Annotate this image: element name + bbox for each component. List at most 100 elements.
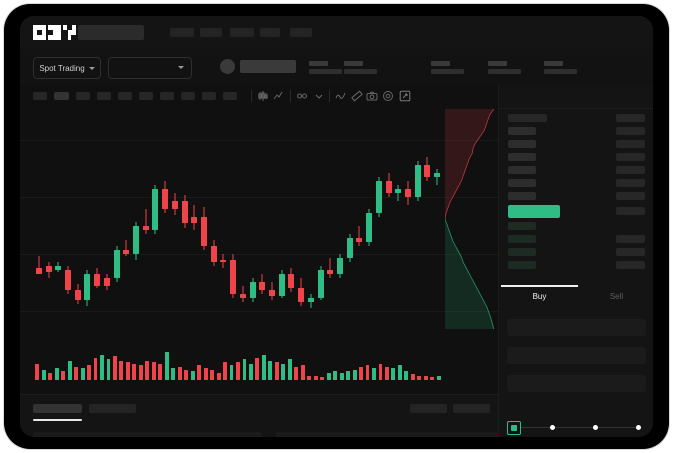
orderbook-ask-size-0[interactable] — [616, 127, 645, 135]
nav-item-4[interactable] — [260, 28, 280, 37]
volume-bar — [333, 371, 338, 380]
stat-value — [544, 69, 577, 74]
volume-bar — [287, 359, 292, 380]
candle — [249, 277, 256, 302]
nav-item-1[interactable] — [170, 28, 194, 37]
total-field[interactable] — [507, 375, 646, 392]
tab-sell[interactable]: Sell — [609, 292, 624, 301]
timeframe-5[interactable] — [139, 92, 153, 100]
trendline-icon[interactable] — [335, 90, 347, 102]
indicators-icon[interactable] — [296, 90, 308, 102]
candle — [230, 253, 237, 298]
search-input[interactable] — [78, 25, 144, 40]
timeframe-4[interactable] — [118, 92, 132, 100]
timeframe-6[interactable] — [160, 92, 174, 100]
price-field[interactable] — [507, 319, 646, 336]
candle — [414, 161, 421, 202]
orderbook-ask-price-3[interactable] — [508, 166, 536, 174]
orderbook-ask-price-5[interactable] — [508, 192, 536, 200]
orderbook-ask-price-4[interactable] — [508, 179, 536, 187]
candle — [152, 185, 159, 234]
orderbook-bid-price-2[interactable] — [508, 248, 536, 256]
nav-item-3[interactable] — [230, 28, 254, 37]
timeframe-9[interactable] — [223, 92, 237, 100]
candle — [336, 253, 343, 278]
bottom-field-2[interactable] — [276, 432, 498, 437]
slider-step-3[interactable] — [636, 424, 641, 430]
orderbook-col-size-header[interactable] — [616, 114, 645, 122]
amount-slider[interactable] — [507, 421, 646, 435]
stat-value — [431, 69, 464, 74]
volume-bar — [35, 363, 40, 380]
timeframe-3[interactable] — [97, 92, 111, 100]
bottom-action-2[interactable] — [453, 404, 490, 413]
fullscreen-icon[interactable] — [399, 90, 411, 102]
ruler-icon[interactable] — [351, 90, 363, 102]
candlestick-chart-icon[interactable] — [257, 90, 269, 102]
orderbook-bid-size-2[interactable] — [616, 248, 645, 256]
orderbook-bid-price-3[interactable] — [508, 261, 536, 269]
candle — [162, 181, 169, 214]
stat-value — [488, 69, 521, 74]
volume-bar — [119, 360, 124, 380]
candle — [113, 245, 120, 282]
tab-buy[interactable]: Buy — [532, 292, 547, 301]
slider-step-2[interactable] — [593, 424, 598, 430]
timeframe-7[interactable] — [181, 92, 195, 100]
amount-field[interactable] — [507, 347, 646, 364]
gridline-2 — [20, 254, 498, 255]
volume-bar — [236, 362, 240, 380]
pair-name-label — [240, 60, 296, 73]
volume-bar — [210, 369, 215, 380]
bottom-tab-0[interactable] — [33, 404, 82, 413]
orderbook-last-size[interactable] — [616, 207, 645, 215]
order-form-tabs: Buy Sell — [499, 285, 653, 311]
asks-line — [445, 108, 495, 220]
orderbook-ask-price-1[interactable] — [508, 140, 536, 148]
timeframe-8[interactable] — [202, 92, 216, 100]
candle — [142, 209, 149, 234]
orderbook-ask-price-2[interactable] — [508, 153, 536, 161]
volume-bar — [346, 371, 351, 380]
orderbook-ask-size-3[interactable] — [616, 166, 645, 174]
nav-item-2[interactable] — [200, 28, 222, 37]
stat-label — [431, 61, 450, 66]
bottom-action-1[interactable] — [410, 404, 447, 413]
orderbook-ask-size-4[interactable] — [616, 179, 645, 187]
line-chart-icon[interactable] — [273, 90, 285, 102]
nav-item-5[interactable] — [290, 28, 312, 37]
slider-handle[interactable] — [507, 421, 521, 435]
volume-bar — [268, 360, 273, 380]
timeframe-1[interactable] — [54, 92, 69, 100]
candle — [404, 181, 411, 206]
okx-logo[interactable] — [33, 25, 76, 40]
chevron-down-icon[interactable] — [313, 90, 325, 102]
trading-mode-selector[interactable]: Spot Trading — [33, 57, 101, 79]
pair-selector[interactable] — [108, 57, 192, 79]
candle — [200, 207, 207, 250]
orderbook-bid-size-3[interactable] — [616, 261, 645, 269]
settings-icon[interactable] — [382, 90, 394, 102]
timeframe-2[interactable] — [76, 92, 90, 100]
orderbook-col-price-header[interactable] — [508, 114, 547, 122]
orderbook-ask-size-2[interactable] — [616, 153, 645, 161]
candle — [434, 169, 441, 186]
volume-bar — [365, 365, 370, 380]
camera-icon[interactable] — [366, 90, 378, 102]
price-candlestick-chart[interactable] — [20, 107, 498, 336]
candle — [366, 209, 373, 246]
orderbook-bid-size-1[interactable] — [616, 235, 645, 243]
orderbook-bid-price-1[interactable] — [508, 235, 536, 243]
slider-step-1[interactable] — [550, 424, 555, 430]
bottom-field-1[interactable] — [33, 432, 262, 437]
stat-low-24h — [488, 61, 521, 74]
volume-bar — [125, 362, 130, 380]
timeframe-0[interactable] — [33, 92, 47, 100]
orderbook-ask-size-1[interactable] — [616, 140, 645, 148]
volume-bar — [326, 372, 331, 380]
orderbook-ask-price-0[interactable] — [508, 127, 536, 135]
bottom-tab-1[interactable] — [89, 404, 136, 413]
tablet-device-frame: Spot Trading — [4, 4, 669, 449]
orderbook-ask-size-5[interactable] — [616, 192, 645, 200]
orderbook-bid-price-0[interactable] — [508, 222, 536, 230]
